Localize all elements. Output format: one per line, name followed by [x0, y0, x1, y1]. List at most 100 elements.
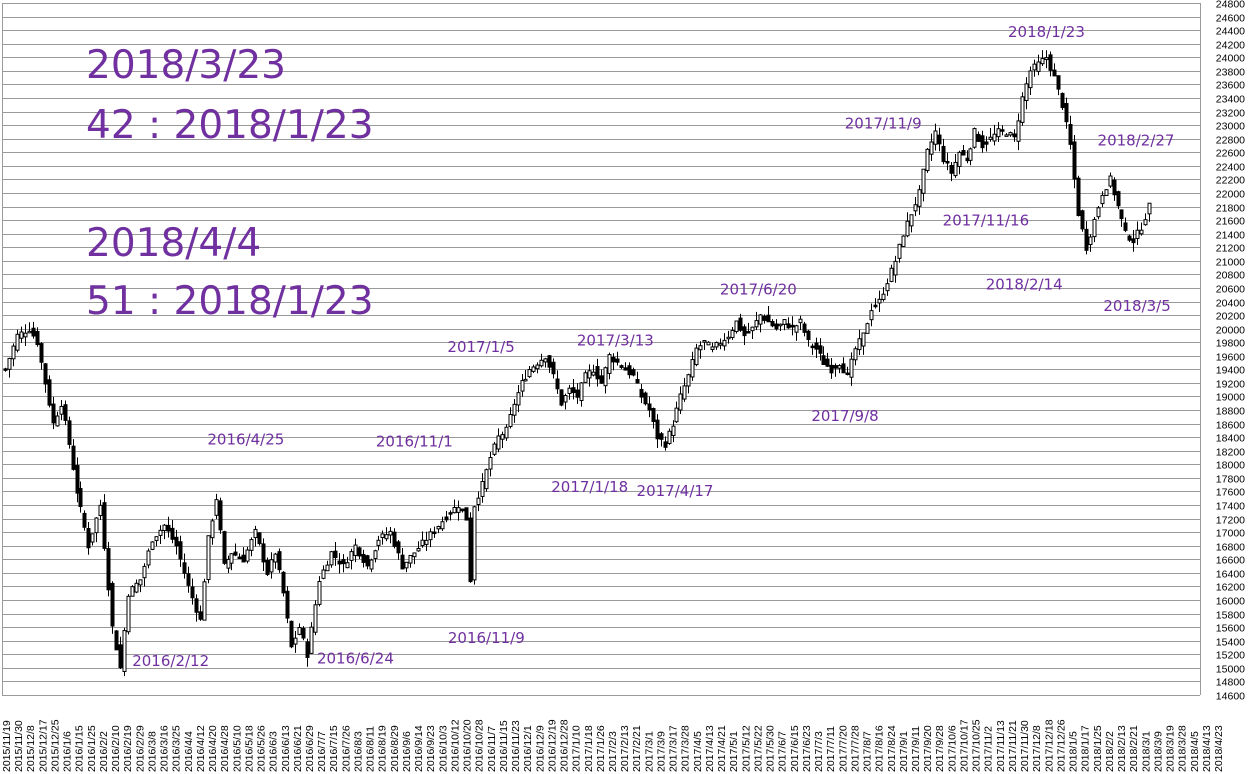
candle-body: [388, 530, 393, 536]
candle-body: [134, 582, 139, 593]
candle-body: [43, 363, 48, 385]
x-tick-label: 2017/7/20: [837, 725, 849, 772]
x-tick-label: 2016/7/15: [328, 725, 340, 772]
y-tick-label: 18800: [1216, 406, 1245, 418]
candle-body: [142, 565, 147, 579]
candle-body: [130, 586, 135, 597]
x-tick-label: 2017/6/7: [777, 731, 789, 772]
candle-body: [460, 508, 465, 512]
x-tick-label: 2015/12/8: [25, 725, 37, 772]
candle-body: [289, 620, 294, 648]
candle-body: [984, 141, 989, 145]
candle-body: [194, 598, 199, 613]
annotation-label: 2018/3/5: [1103, 297, 1170, 315]
x-tick-label: 2017/5/1: [728, 731, 740, 772]
y-tick-label: 18400: [1216, 433, 1245, 445]
candle-body: [698, 345, 703, 351]
y-tick-label: 15800: [1216, 610, 1245, 622]
x-tick-label: 2018/4/23: [1213, 725, 1225, 772]
y-tick-label: 16800: [1216, 542, 1245, 554]
candle-body: [885, 283, 890, 292]
x-tick-label: 2016/5/26: [256, 725, 268, 772]
x-tick-label: 2016/1/25: [86, 725, 98, 772]
y-tick-label: 16600: [1216, 555, 1245, 567]
x-tick-label: 2017/9/20: [922, 725, 934, 772]
candle-body: [512, 403, 517, 416]
y-tick-label: 23600: [1216, 80, 1245, 92]
candle-body: [452, 506, 457, 514]
candle-body: [253, 528, 258, 539]
candle-body: [444, 516, 449, 521]
candle-body: [925, 148, 930, 172]
candle-body: [726, 336, 731, 340]
candle-body: [694, 347, 699, 366]
x-tick-label: 2017/3/17: [668, 725, 680, 772]
x-tick-label: 2016/9/23: [425, 725, 437, 772]
candle-body: [972, 128, 977, 148]
annotations: 2016/4/25 2016/2/12 2016/6/24 2016/11/1 2016…: [132, 23, 1174, 670]
candle-body: [285, 590, 290, 619]
candle-body: [1139, 229, 1144, 235]
x-tick-label: 2016/4/4: [183, 731, 195, 772]
candle-body: [1135, 229, 1140, 239]
candle-body: [416, 548, 421, 552]
y-tick-label: 18000: [1216, 460, 1245, 472]
annotation-label: 2018/2/14: [986, 276, 1063, 294]
candle-body: [23, 332, 28, 338]
x-tick-label: 2017/7/11: [825, 726, 837, 772]
candle-body: [706, 341, 711, 346]
y-tick-label: 19600: [1216, 352, 1245, 364]
candle-body: [357, 547, 362, 557]
candle-body: [635, 379, 640, 384]
y-tick-label: 18200: [1216, 447, 1245, 459]
candle-body: [651, 407, 656, 423]
candle-body: [78, 488, 83, 508]
candle-body: [682, 385, 687, 400]
x-axis-ticks: 2015/11/19 2015/11/30 2015/12/8 2015/12/17 2…: [1, 719, 1225, 772]
x-tick-label: 2016/2/2: [98, 731, 110, 772]
candle-body: [607, 354, 612, 374]
candle-body: [55, 415, 60, 427]
candle-body: [535, 364, 540, 370]
y-tick-label: 21200: [1216, 243, 1245, 255]
candle-body: [39, 343, 44, 363]
candle-body: [440, 521, 445, 530]
candle-body: [1048, 54, 1053, 71]
candle-body: [309, 626, 314, 654]
candle-body: [158, 529, 163, 536]
candle-body: [523, 378, 528, 382]
x-tick-label: 2017/1/10: [571, 725, 583, 772]
candle-body: [686, 374, 691, 387]
candle-body: [889, 267, 894, 282]
x-tick-label: 2016/10/20: [462, 719, 474, 772]
candle-body: [94, 517, 99, 534]
overlay-line-3: 2018/4/4: [86, 221, 261, 266]
overlay-line-4: 51 : 2018/1/23: [86, 279, 374, 324]
candle-body: [579, 382, 584, 402]
x-tick-label: 2018/3/1: [1140, 731, 1152, 772]
candle-body: [833, 365, 838, 369]
candle-body: [31, 327, 36, 337]
candle-body: [814, 342, 819, 350]
annotation-label: 2017/11/16: [943, 212, 1029, 230]
x-tick-label: 2017/2/21: [631, 725, 643, 772]
x-tick-label: 2016/2/19: [122, 725, 134, 772]
candle-body: [488, 457, 493, 470]
y-tick-label: 15400: [1216, 637, 1245, 649]
y-tick-label: 22800: [1216, 135, 1245, 147]
candle-body: [1104, 189, 1109, 196]
candle-body: [380, 533, 385, 539]
x-tick-label: 2017/4/21: [716, 725, 728, 772]
candle-body: [273, 553, 278, 563]
x-tick-label: 2018/3/19: [1165, 725, 1177, 772]
candle-body: [63, 404, 68, 421]
x-tick-label: 2016/2/29: [134, 725, 146, 772]
candle-body: [913, 204, 918, 212]
y-tick-label: 21400: [1216, 230, 1245, 242]
x-tick-label: 2016/10/12: [449, 719, 461, 772]
candle-body: [921, 168, 926, 194]
y-tick-label: 24200: [1216, 40, 1245, 52]
x-tick-label: 2018/3/9: [1152, 731, 1164, 772]
candle-body: [118, 644, 123, 669]
